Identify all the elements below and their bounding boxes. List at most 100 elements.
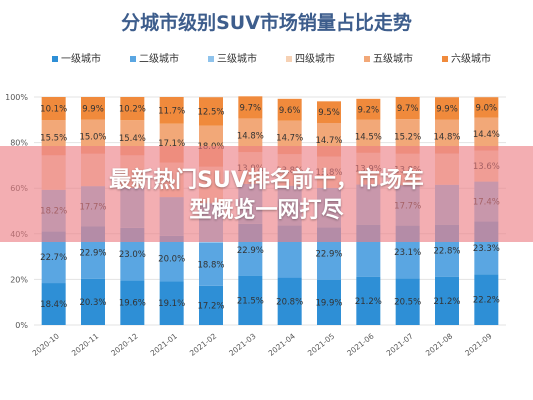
data-label: 21.5% (237, 296, 264, 306)
data-label: 23.3% (473, 244, 500, 254)
legend-label: 三级城市 (217, 52, 257, 65)
data-label: 9.9% (436, 105, 458, 115)
bar-segment (474, 117, 499, 151)
data-label: 20.5% (394, 298, 421, 308)
data-label: 19.9% (315, 298, 342, 308)
data-label: 14.5% (355, 132, 382, 142)
bar-segment (120, 280, 145, 325)
x-tick-label: 2020-11 (70, 331, 100, 358)
overlay-headline-line1: 最新热门SUV排名前十，市场车 (109, 168, 424, 193)
x-tick-label: 2020-10 (31, 331, 61, 358)
x-tick-label: 2021-05 (306, 331, 336, 358)
legend-label: 六级城市 (451, 52, 491, 65)
data-label: 22.9% (237, 246, 264, 256)
bar-segment (199, 242, 223, 286)
data-label: 9.7% (240, 103, 262, 113)
bar-segment (41, 97, 66, 121)
data-label: 21.2% (355, 297, 382, 307)
data-label: 9.7% (397, 104, 419, 114)
y-tick-label: 20% (10, 275, 28, 284)
data-label: 12.5% (197, 107, 224, 117)
data-label: 19.6% (119, 299, 146, 309)
legend-swatch (52, 56, 58, 62)
legend-label: 二级城市 (139, 52, 179, 65)
x-tick-label: 2021-04 (267, 331, 297, 358)
x-tick-label: 2021-08 (424, 331, 454, 358)
bar-segment (474, 97, 499, 118)
overlay-headline-line2: 型概览一网打尽 (189, 198, 344, 223)
legend-swatch (364, 56, 370, 62)
data-label: 17.2% (197, 301, 224, 311)
x-tick-label: 2021-03 (227, 331, 257, 358)
data-label: 11.7% (158, 106, 185, 116)
data-label: 9.0% (476, 103, 498, 113)
data-label: 22.7% (40, 253, 67, 263)
data-label: 15.2% (394, 132, 421, 142)
bar-segment (41, 283, 66, 325)
x-tick-label: 2021-02 (188, 331, 218, 358)
data-label: 23.1% (394, 248, 421, 258)
data-label: 15.4% (119, 134, 146, 144)
bar-segment (317, 279, 341, 325)
bar-segment (81, 278, 105, 325)
bar-segment (120, 97, 145, 121)
bar-segment (159, 281, 184, 325)
data-label: 14.8% (433, 133, 460, 143)
data-label: 10.2% (119, 105, 146, 115)
data-label: 22.8% (433, 247, 460, 257)
bar-segment (356, 98, 381, 120)
data-label: 9.2% (358, 105, 380, 115)
data-label: 18.8% (197, 260, 224, 270)
data-label: 14.8% (237, 131, 264, 141)
bar-segment (238, 275, 263, 325)
data-label: 21.2% (433, 297, 460, 307)
bar-segment (435, 97, 459, 120)
bar-segment (199, 97, 223, 126)
y-tick-label: 80% (10, 139, 28, 148)
chart-title: 分城市级别SUV市场销量占比走势 (121, 12, 412, 34)
bar-segment (159, 97, 184, 124)
overlay-banner (0, 146, 533, 242)
bar-segment (199, 285, 223, 325)
x-tick-label: 2021-01 (149, 331, 179, 358)
bar-segment (238, 118, 263, 153)
legend-label: 四级城市 (295, 52, 335, 65)
data-label: 9.5% (318, 108, 340, 118)
data-label: 9.9% (82, 104, 104, 114)
data-label: 15.0% (79, 133, 106, 143)
bar-segment (277, 277, 302, 325)
x-tick-label: 2021-06 (345, 331, 375, 358)
data-label: 9.6% (279, 106, 301, 116)
legend-label: 五级城市 (373, 52, 413, 65)
data-label: 19.1% (158, 299, 185, 309)
data-label: 20.8% (276, 297, 303, 307)
y-tick-label: 0% (15, 321, 28, 330)
data-label: 22.9% (79, 249, 106, 259)
bar-segment (277, 98, 302, 121)
data-label: 17.1% (158, 139, 185, 149)
data-label: 14.7% (276, 133, 303, 143)
bar-segment (474, 274, 499, 325)
data-label: 20.0% (158, 255, 185, 265)
legend-swatch (286, 56, 292, 62)
legend-swatch (442, 56, 448, 62)
legend-swatch (208, 56, 214, 62)
x-tick-label: 2020-12 (109, 331, 139, 358)
data-label: 18.4% (40, 300, 67, 310)
bar-segment (395, 97, 420, 120)
bar-segment (435, 276, 459, 325)
bar-segment (81, 97, 105, 120)
data-label: 22.2% (473, 296, 500, 306)
bar-segment (317, 101, 341, 123)
legend-label: 一级城市 (61, 52, 101, 65)
y-tick-label: 100% (5, 93, 28, 102)
data-label: 14.7% (315, 136, 342, 146)
bar-segment (159, 235, 184, 282)
x-tick-label: 2021-07 (385, 331, 415, 358)
x-tick-label: 2021-09 (463, 331, 493, 358)
data-label: 23.0% (119, 250, 146, 260)
bar-segment (356, 276, 381, 325)
data-label: 14.4% (473, 130, 500, 140)
bar-segment (238, 96, 263, 119)
overlay-headline: 最新热门SUV排名前十，市场车 型概览一网打尽 (0, 166, 533, 226)
